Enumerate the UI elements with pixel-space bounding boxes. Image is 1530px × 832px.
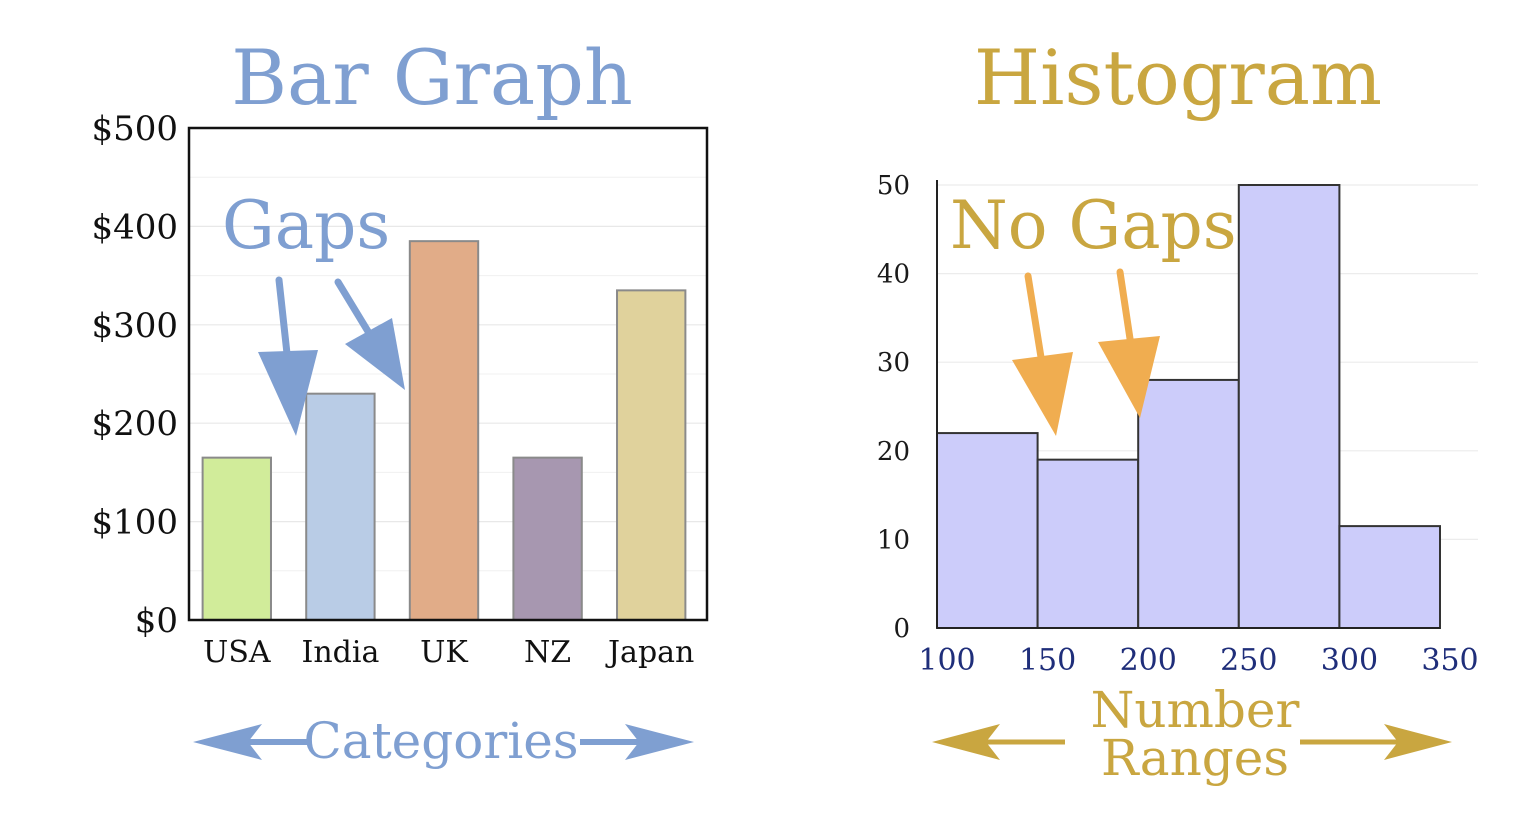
number-ranges-caption-line2: Ranges	[1101, 729, 1289, 787]
number-ranges-caption-line1: Number	[1091, 681, 1300, 739]
bar-x-tick-label: UK	[420, 635, 468, 670]
histogram-x-tick-labels: 100 150 200 250 300 350	[918, 643, 1478, 678]
categories-left-arrow	[193, 724, 308, 760]
bar-y-tick-labels: $0 $100 $200 $300 $400 $500	[91, 109, 178, 641]
histogram-bin-250-300	[1237, 184, 1341, 629]
bar-y-tick-label: $400	[91, 207, 178, 247]
histogram-y-tick-label: 0	[893, 614, 910, 644]
histogram-title: Histogram	[974, 33, 1382, 122]
histogram-bin-150-200	[1036, 458, 1140, 629]
histogram-bin-100-150	[936, 432, 1039, 629]
bar-y-tick-label: $100	[91, 503, 178, 543]
histogram-no-gap-arrow-2	[1098, 268, 1160, 418]
bar-y-tick-label: $0	[135, 601, 178, 641]
histogram-y-tick-label: 30	[877, 348, 910, 378]
bar-x-tick-label: USA	[203, 635, 271, 670]
bar-usa	[201, 456, 272, 622]
histogram-bins	[936, 184, 1442, 630]
bar-gaps-annotation: Gaps	[222, 187, 390, 264]
histogram-x-tick-label: 200	[1120, 643, 1177, 678]
histogram-y-tick-label: 40	[877, 260, 910, 290]
histogram-x-tick-label: 100	[918, 643, 975, 678]
bar-x-tick-label: Japan	[605, 635, 694, 670]
bar-plot-frame	[187, 126, 709, 622]
categories-right-arrow	[580, 724, 694, 760]
histogram-bin-300-350	[1338, 525, 1442, 629]
histogram-bin-200-250	[1137, 378, 1240, 630]
histogram-no-gap-arrow-1	[1012, 272, 1073, 436]
number-ranges-left-arrow	[932, 724, 1065, 760]
bar-uk	[408, 240, 480, 621]
bar-japan	[616, 289, 687, 621]
bar-graph-title: Bar Graph	[231, 33, 633, 122]
histogram-x-tick-label: 150	[1019, 643, 1076, 678]
bar-y-tick-label: $500	[91, 109, 178, 149]
bar-x-tick-labels: USA India UK NZ Japan	[203, 635, 694, 670]
bar-y-tick-label: $300	[91, 306, 178, 346]
bar-gap-arrow-1	[258, 276, 318, 436]
histogram-x-tick-label: 250	[1220, 643, 1277, 678]
bar-gap-arrow-2	[334, 278, 405, 390]
bar-graph: Bar Graph $0 $100 $200 $300 $400 $500 USA Indi…	[91, 33, 709, 770]
categories-caption: Categories	[304, 712, 579, 770]
histogram-x-tick-label: 350	[1421, 643, 1478, 678]
bar-x-tick-label: NZ	[524, 635, 571, 670]
bar-y-tick-label: $200	[91, 404, 178, 444]
histogram-y-tick-labels: 0 10 20 30 40 50	[877, 171, 910, 644]
histogram-x-tick-label: 300	[1321, 643, 1378, 678]
bar-india	[305, 392, 376, 621]
bar-x-tick-label: India	[301, 635, 379, 670]
bar-bars	[201, 240, 687, 622]
histogram-y-tick-label: 20	[877, 437, 910, 467]
number-ranges-right-arrow	[1300, 724, 1452, 760]
bar-nz	[512, 456, 583, 622]
histogram: Histogram 0 10 20 30 40 50 100 150 200 250 300 350…	[877, 33, 1479, 787]
histogram-y-tick-label: 50	[877, 171, 910, 201]
histogram-y-tick-label: 10	[877, 525, 910, 555]
histogram-no-gaps-annotation: No Gaps	[950, 187, 1237, 264]
